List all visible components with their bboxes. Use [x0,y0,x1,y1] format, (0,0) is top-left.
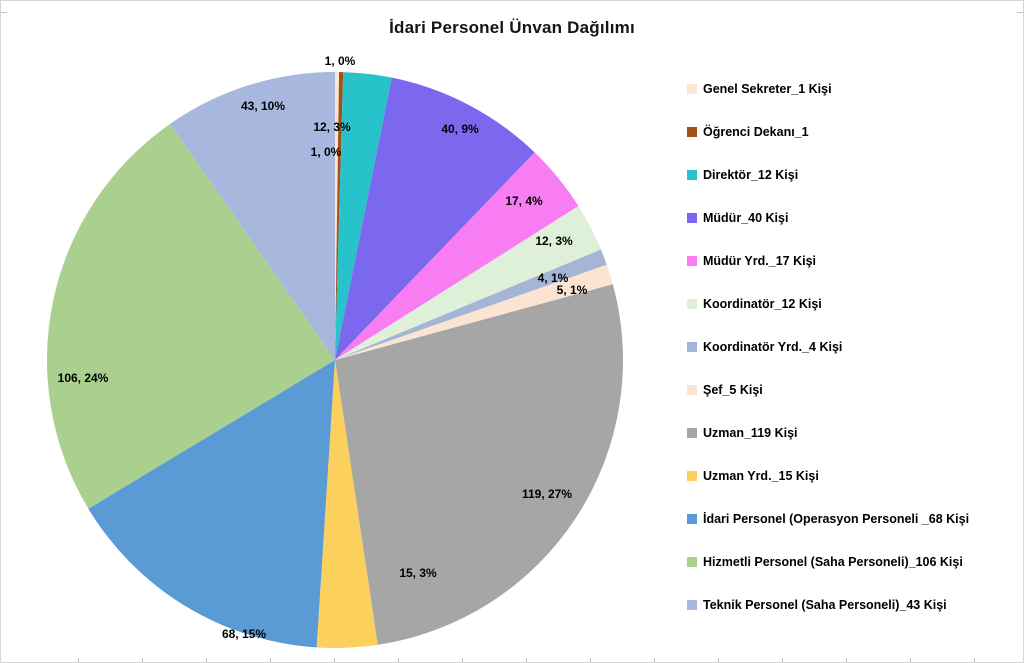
worksheet-gridline-tick-left [1,12,7,13]
legend-item-1: Genel Sekreter_1 Kişi [687,81,969,97]
legend-label: Uzman_119 Kişi [703,426,798,440]
pie-slice-9 [335,284,624,645]
legend-swatch [687,170,697,180]
legend-item-7: Koordinatör Yrd._4 Kişi [687,339,969,355]
chart-legend: Genel Sekreter_1 Kişi Öğrenci Dekanı_1 Dir… [687,81,969,640]
pie-slice-5 [335,152,579,360]
legend-item-11: İdari Personel (Operasyon Personeli _68 … [687,511,969,527]
legend-label: Teknik Personel (Saha Personeli)_43 Kişi [703,598,947,612]
legend-swatch [687,557,697,567]
legend-swatch [687,385,697,395]
pie-slice-2 [335,72,344,360]
legend-label: Hizmetli Personel (Saha Personeli)_106 K… [703,555,963,569]
legend-swatch [687,342,697,352]
pie-slice-13 [170,71,335,360]
worksheet-gridline-ticks-bottom [15,658,1023,662]
legend-item-10: Uzman Yrd._15 Kişi [687,468,969,484]
legend-label: Müdür Yrd._17 Kişi [703,254,816,268]
pie-slice-12 [46,123,335,509]
legend-swatch [687,213,697,223]
legend-swatch [687,299,697,309]
pie-slice-10 [316,360,378,648]
chart-title: İdari Personel Ünvan Dağılımı [389,18,635,37]
pie-slice-4 [335,77,535,360]
legend-swatch [687,127,697,137]
legend-label: Öğrenci Dekanı_1 [703,125,809,139]
worksheet-gridline-tick-right [1017,12,1023,13]
legend-swatch [687,256,697,266]
legend-label: İdari Personel (Operasyon Personeli _68 … [703,512,970,526]
legend-label: Uzman Yrd._15 Kişi [703,469,819,483]
legend-swatch [687,471,697,481]
legend-label: Genel Sekreter_1 Kişi [703,82,832,96]
legend-item-3: Direktör_12 Kişi [687,167,969,183]
legend-item-4: Müdür_40 Kişi [687,210,969,226]
legend-item-9: Uzman_119 Kişi [687,425,969,441]
legend-swatch [687,600,697,610]
legend-label: Şef_5 Kişi [703,383,763,397]
legend-item-12: Hizmetli Personel (Saha Personeli)_106 K… [687,554,969,570]
pie-slice-3 [335,72,392,361]
pie-slice-1 [335,72,340,360]
legend-swatch [687,84,697,94]
legend-label: Direktör_12 Kişi [703,168,799,182]
legend-item-2: Öğrenci Dekanı_1 [687,124,969,140]
pie-slice-7 [335,249,607,360]
pie-slice-11 [88,360,335,648]
legend-item-8: Şef_5 Kişi [687,382,969,398]
legend-label: Koordinatör_12 Kişi [703,297,822,311]
legend-item-13: Teknik Personel (Saha Personeli)_43 Kişi [687,597,969,613]
legend-label: Müdür_40 Kişi [703,211,789,225]
legend-swatch [687,428,697,438]
legend-item-5: Müdür Yrd._17 Kişi [687,253,969,269]
pie-slice-6 [335,206,601,360]
pie-slice-8 [335,264,613,360]
legend-label: Koordinatör Yrd._4 Kişi [703,340,843,354]
legend-item-6: Koordinatör_12 Kişi [687,296,969,312]
legend-swatch [687,514,697,524]
